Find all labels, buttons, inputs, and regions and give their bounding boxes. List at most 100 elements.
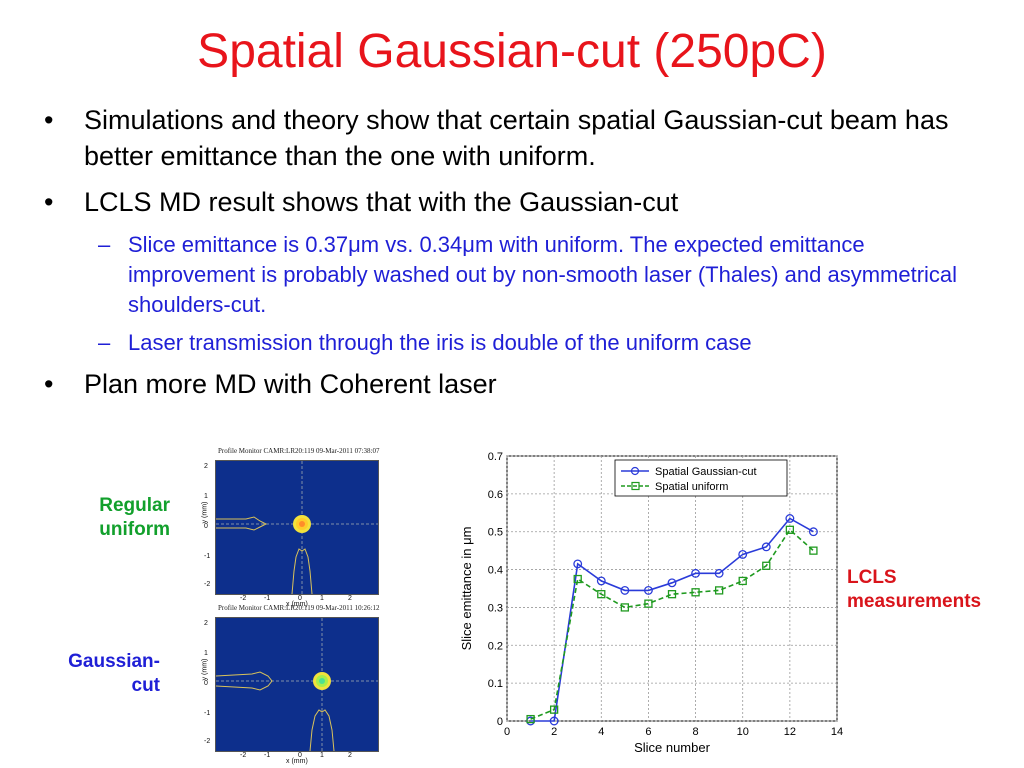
profile-x-tick: 1 xyxy=(320,595,324,602)
data-point xyxy=(809,546,818,555)
plot-area xyxy=(506,455,838,722)
lcls-measurements-label: LCLS measurements xyxy=(847,567,982,612)
profile-x-tick: -2 xyxy=(240,595,247,602)
slide-title: Spatial Gaussian-cut (250pC) xyxy=(197,25,827,78)
data-point xyxy=(526,714,535,724)
gaussian-cut-label: Gaussian-cut xyxy=(68,651,160,696)
data-point xyxy=(738,549,748,559)
y-tick-label: 0.2 xyxy=(488,640,503,652)
profile-x-tick: -1 xyxy=(264,752,271,759)
y-tick-label: 0.1 xyxy=(488,678,503,690)
data-point xyxy=(667,590,677,599)
profile-monitor-regular: Profile Monitor CAMR:LR20:119 09-Mar-201… xyxy=(190,447,390,608)
x-tick-label: 12 xyxy=(784,726,796,738)
profile-x-tick: 0 xyxy=(298,752,302,759)
profile-x-tick: 2 xyxy=(348,595,352,602)
legend-marker xyxy=(631,481,640,491)
profile-y-tick: 0 xyxy=(204,523,208,530)
series-line-uniform xyxy=(530,528,814,720)
legend-entry: Spatial Gaussian-cut xyxy=(655,466,757,478)
profile-x-tick: 1 xyxy=(320,752,324,759)
bullet-symbol: • xyxy=(44,369,54,399)
data-point xyxy=(691,568,701,578)
data-point xyxy=(667,578,677,588)
profile-monitor-gaussian: Profile Monitor CAMR:LR20:119 09-Mar-201… xyxy=(190,604,390,765)
profile-x-tick: 2 xyxy=(348,752,352,759)
profile-y-tick: 2 xyxy=(204,620,208,627)
sub-bullet-item: – Slice emittance is 0.37μm vs. 0.34μm w… xyxy=(40,230,980,320)
y-tick-label: 0 xyxy=(497,716,503,728)
beam-profile-image xyxy=(215,460,379,595)
bullet-item: • Plan more MD with Coherent laser xyxy=(40,366,980,402)
x-tick-label: 10 xyxy=(737,726,749,738)
beam-profile-image xyxy=(215,617,379,752)
beam-profile-plot xyxy=(216,461,378,595)
data-point xyxy=(785,525,795,534)
regular-uniform-label: Regular uniform xyxy=(99,495,170,540)
bullet-item: • LCLS MD result shows that with the Gau… xyxy=(40,184,980,220)
legend-box xyxy=(614,459,788,497)
series-line-gaussian-cut xyxy=(530,517,814,722)
profile-y-tick: -1 xyxy=(204,553,211,560)
data-point xyxy=(596,576,606,586)
profile-monitor-caption: Profile Monitor CAMR:LR20:119 09-Mar-201… xyxy=(218,604,380,612)
data-point xyxy=(597,590,606,599)
data-point xyxy=(549,705,559,714)
data-point xyxy=(714,586,724,595)
sub-bullet-item: – Laser transmission through the iris is… xyxy=(40,328,980,358)
x-tick-label: 8 xyxy=(693,726,699,738)
sub-bullet-text: Slice emittance is 0.37μm vs. 0.34μm wit… xyxy=(128,232,958,317)
emittance-chart: 0 2 4 6 8 10 12 14 0 0.1 0.2 0.3 0.4 0.5 0.6 0.7 Slice n… xyxy=(455,446,850,761)
x-tick-label: 4 xyxy=(598,726,604,738)
data-point xyxy=(620,585,630,595)
data-point xyxy=(691,588,700,597)
y-tick-label: 0.6 xyxy=(488,489,503,501)
bullet-text: Plan more MD with Coherent laser xyxy=(84,369,497,399)
profile-y-tick: -2 xyxy=(204,738,211,745)
bullet-symbol: • xyxy=(44,187,54,217)
data-point xyxy=(738,576,747,586)
y-tick-label: 0.5 xyxy=(488,527,503,539)
data-point xyxy=(808,527,818,537)
profile-x-tick: -2 xyxy=(240,752,247,759)
y-axis-label: Slice emittance in μm xyxy=(459,527,474,651)
x-tick-label: 6 xyxy=(645,726,651,738)
data-point xyxy=(620,603,630,612)
x-tick-label: 0 xyxy=(504,726,510,738)
data-point xyxy=(573,559,583,569)
profile-y-tick: 1 xyxy=(204,650,208,657)
profile-monitor-caption: Profile Monitor CAMR:LR20:119 09-Mar-201… xyxy=(218,447,380,455)
data-point xyxy=(714,568,724,578)
dash-symbol: – xyxy=(98,232,111,257)
legend-entry: Spatial uniform xyxy=(655,481,728,493)
data-point xyxy=(549,716,559,726)
emittance-chart-svg: 0 2 4 6 8 10 12 14 0 0.1 0.2 0.3 0.4 0.5 0.6 0.7 Slice n… xyxy=(459,451,843,755)
profile-y-tick: 0 xyxy=(204,680,208,687)
bullet-list: • Simulations and theory show that certa… xyxy=(40,102,980,412)
data-point xyxy=(644,599,653,608)
sub-bullet-text: Laser transmission through the iris is d… xyxy=(128,330,752,355)
dash-symbol: – xyxy=(98,330,111,355)
profile-y-tick: 2 xyxy=(204,463,208,470)
profile-x-tick: 0 xyxy=(298,595,302,602)
profile-x-tick: -1 xyxy=(264,595,271,602)
bullet-text: Simulations and theory show that certain… xyxy=(84,105,949,171)
profile-x-label: x (mm) xyxy=(286,601,308,608)
profile-y-tick: 1 xyxy=(204,493,208,500)
profile-y-tick: -2 xyxy=(204,581,211,588)
data-point xyxy=(761,542,771,552)
bullet-symbol: • xyxy=(44,105,54,135)
x-tick-label: 14 xyxy=(831,726,843,738)
legend-marker xyxy=(630,466,640,476)
data-point xyxy=(762,561,771,570)
data-point xyxy=(573,574,582,584)
y-tick-label: 0.3 xyxy=(488,602,503,614)
profile-y-label: y (mm) xyxy=(201,501,209,524)
data-point xyxy=(785,514,795,523)
profile-y-tick: -1 xyxy=(204,710,211,717)
profile-y-label: y (mm) xyxy=(201,658,209,681)
profile-x-label: x (mm) xyxy=(286,758,308,765)
x-tick-label: 2 xyxy=(551,726,557,738)
y-tick-label: 0.7 xyxy=(488,451,503,463)
x-axis-label: Slice number xyxy=(634,740,711,755)
